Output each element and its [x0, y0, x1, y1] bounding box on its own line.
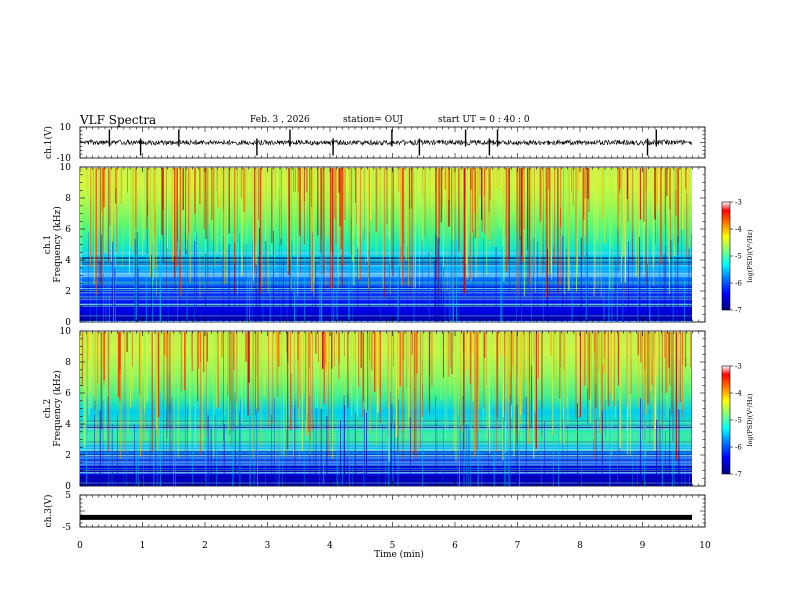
y-tick-label: 10 — [60, 163, 72, 173]
x-tick-label: 2 — [202, 541, 208, 551]
y-tick-label: 8 — [65, 194, 71, 204]
x-tick-label: 10 — [699, 541, 711, 551]
y-tick-label: 6 — [65, 225, 71, 235]
x-tick-label: 0 — [77, 541, 83, 551]
colorbar-tick-label: -3 — [735, 199, 742, 207]
y-tick-label: 10 — [60, 123, 72, 133]
y-axis-label: Frequency (kHz) — [52, 206, 63, 283]
y-tick-label: 0 — [65, 482, 71, 492]
y-tick-label: -10 — [57, 154, 72, 164]
colorbar — [721, 201, 731, 311]
y-tick-label: 10 — [60, 327, 72, 337]
y-tick-label: 5 — [65, 491, 71, 501]
y-tick-label: 0 — [65, 318, 71, 328]
y-tick-label: 2 — [65, 287, 71, 297]
y-tick-label: 2 — [65, 451, 71, 461]
colorbar-tick-label: -7 — [735, 471, 742, 479]
x-axis-label: Time (min) — [374, 549, 424, 560]
x-tick-label: 4 — [327, 541, 333, 551]
x-tick-label: 5 — [390, 541, 396, 551]
x-tick-label: 1 — [140, 541, 146, 551]
y-tick-label: 8 — [65, 358, 71, 368]
x-tick-label: 7 — [515, 541, 521, 551]
colorbar-tick-label: -5 — [735, 417, 742, 425]
y-axis-label: Frequency (kHz) — [52, 370, 63, 447]
date-label: Feb. 3 , 2026 — [250, 115, 310, 125]
x-tick-label: 9 — [640, 541, 646, 551]
chart-title: VLF Spectra — [80, 113, 157, 127]
y-tick-label: 4 — [65, 256, 71, 266]
y-axis-label: ch.1 — [43, 235, 53, 254]
y-axis-label: ch.3(V) — [43, 495, 54, 528]
y-tick-label: -5 — [62, 523, 71, 533]
start-time-label: start UT = 0 : 40 : 0 — [438, 115, 530, 125]
y-axis-label: ch.2 — [43, 399, 53, 418]
colorbar-tick-label: -4 — [735, 226, 742, 234]
colorbar — [721, 365, 731, 475]
ch1-spectrogram — [80, 168, 692, 322]
colorbar-tick-label: -5 — [735, 253, 742, 261]
station-label: station= OUJ — [343, 115, 404, 125]
y-tick-label: 4 — [65, 420, 71, 430]
y-tick-label: 6 — [65, 389, 71, 399]
colorbar-label: log(PSD)(V²/Hz) — [746, 393, 754, 446]
x-tick-label: 3 — [265, 541, 271, 551]
y-axis-label: ch.1(V) — [43, 126, 54, 159]
x-tick-label: 8 — [577, 541, 583, 551]
x-tick-label: 6 — [452, 541, 458, 551]
colorbar-tick-label: -6 — [735, 444, 742, 452]
colorbar-tick-label: -6 — [735, 280, 742, 288]
colorbar-tick-label: -4 — [735, 390, 742, 398]
colorbar-tick-label: -3 — [735, 363, 742, 371]
colorbar-label: log(PSD)(V²/Hz) — [746, 229, 754, 282]
ch1-waveform — [79, 138, 693, 147]
colorbar-tick-label: -7 — [735, 307, 742, 315]
